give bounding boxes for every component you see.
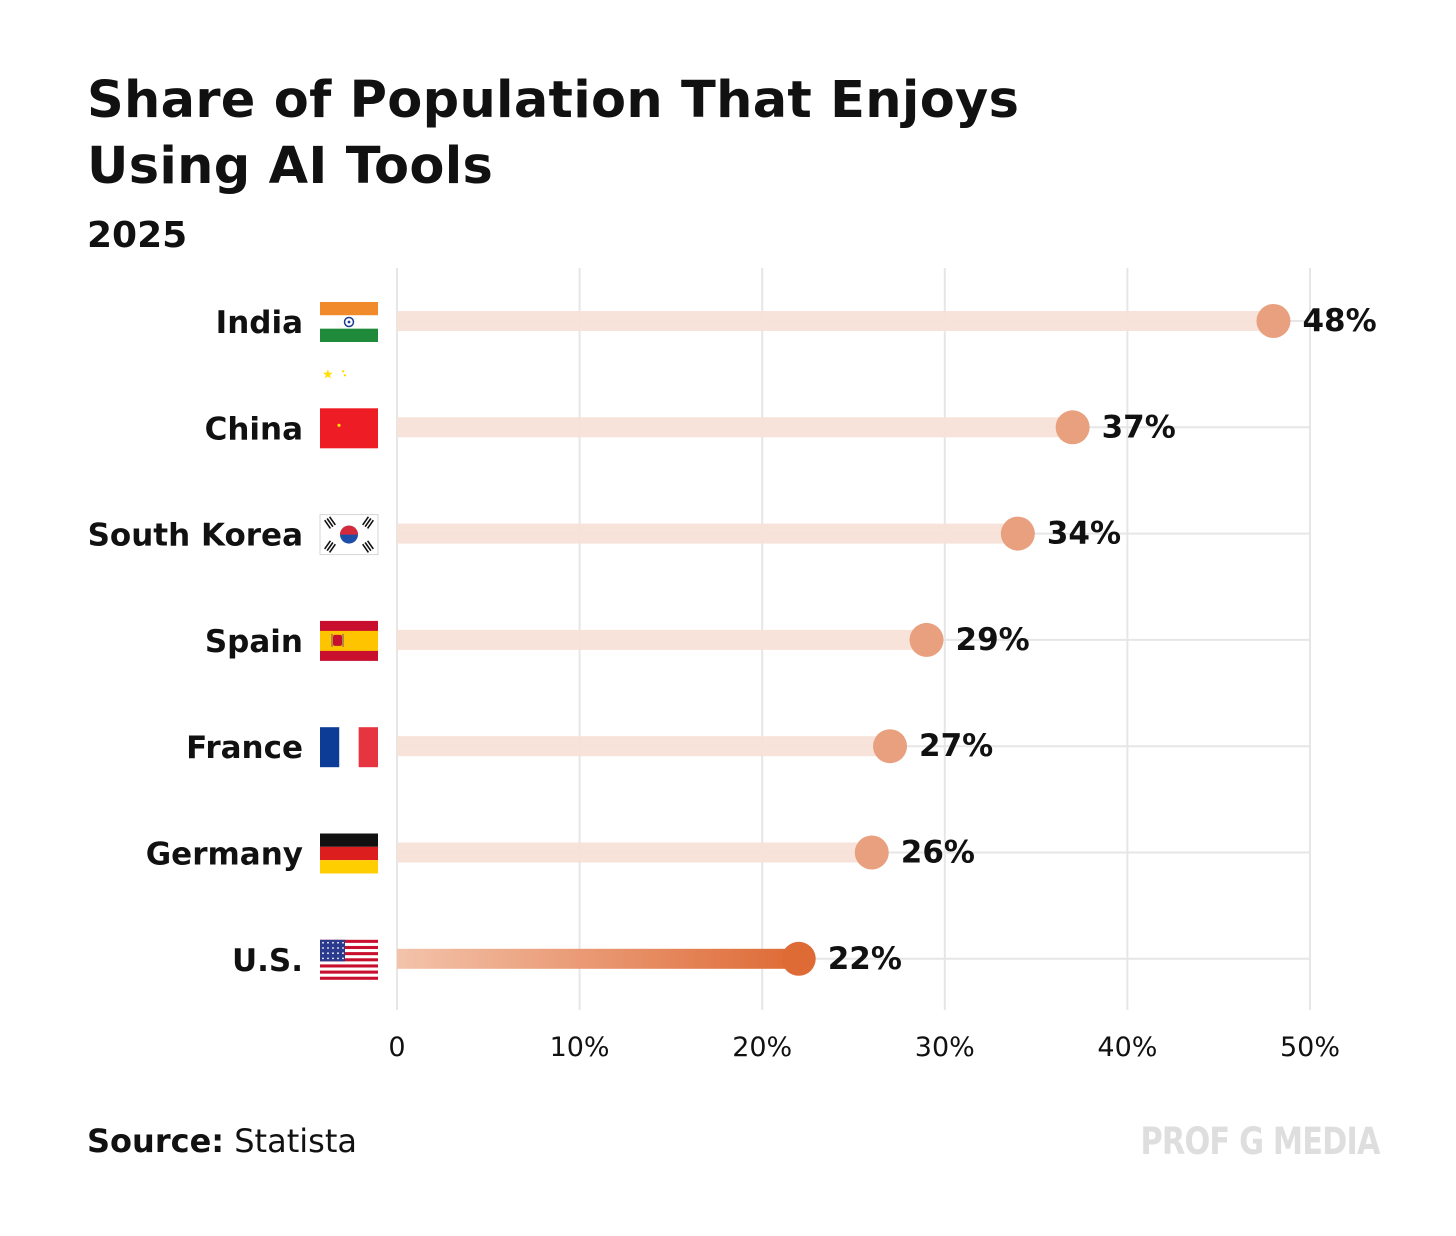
x-tick-label: 10% bbox=[550, 1032, 610, 1063]
data-label: 22% bbox=[828, 941, 902, 977]
brand-watermark: PROF G MEDIA bbox=[1140, 1120, 1381, 1163]
labels: 0 10% 20% 30% 40% 50% 48% India 37% China 34% South… bbox=[88, 303, 1377, 1063]
bar-end-dot bbox=[873, 729, 908, 764]
x-tick-label: 40% bbox=[1097, 1032, 1157, 1063]
data-label: 37% bbox=[1102, 409, 1176, 445]
source-value: Statista bbox=[234, 1122, 357, 1160]
bar-end-dot bbox=[1055, 410, 1090, 445]
india-flag bbox=[320, 302, 378, 342]
south-korea-flag bbox=[319, 514, 379, 556]
category-label: India bbox=[216, 305, 303, 341]
china-flag: ★ bbox=[320, 367, 378, 449]
bar bbox=[397, 311, 1274, 331]
category-label: Germany bbox=[146, 837, 303, 873]
germany-flag bbox=[320, 833, 378, 874]
source-label: Source: bbox=[87, 1122, 225, 1160]
bar bbox=[397, 629, 927, 650]
data-label: 29% bbox=[956, 622, 1030, 658]
category-label: U.S. bbox=[232, 943, 303, 979]
category-label: China bbox=[205, 411, 303, 447]
bar bbox=[397, 523, 1018, 544]
chart-title-line: Share of Population That Enjoys bbox=[87, 71, 1020, 130]
x-tick-label: 20% bbox=[732, 1032, 792, 1063]
bar bbox=[397, 842, 872, 863]
x-tick-label: 30% bbox=[915, 1032, 975, 1063]
x-tick-label: 50% bbox=[1280, 1032, 1340, 1063]
bar-end-dot bbox=[1256, 304, 1291, 338]
category-label: South Korea bbox=[88, 518, 303, 554]
data-label: 34% bbox=[1047, 516, 1121, 552]
chart-title: Share of Population That Enjoys Using AI… bbox=[87, 68, 1187, 200]
bar bbox=[397, 736, 891, 757]
bar-end-dot bbox=[1000, 516, 1035, 551]
chart-title-line: Using AI Tools bbox=[87, 137, 494, 196]
us-flag bbox=[320, 939, 378, 980]
france-flag bbox=[320, 727, 378, 768]
bar-end-dot bbox=[781, 941, 816, 976]
lollipop-chart: ★ 0 10% 20% 30% 40% 50% 48% India 37% China 34% Sou… bbox=[88, 268, 1377, 1063]
flags: ★ bbox=[319, 302, 379, 980]
chart-subtitle: 2025 bbox=[87, 215, 188, 256]
bar-end-dot bbox=[909, 622, 944, 657]
spain-flag bbox=[320, 620, 378, 661]
bar bbox=[397, 948, 799, 969]
source-note: Source: Statista bbox=[87, 1121, 357, 1161]
data-label: 26% bbox=[901, 835, 975, 871]
category-label: Spain bbox=[205, 624, 303, 660]
data-label: 48% bbox=[1302, 303, 1376, 339]
category-label: France bbox=[186, 730, 303, 766]
data-label: 27% bbox=[919, 728, 993, 764]
svg-text:★: ★ bbox=[322, 367, 334, 382]
x-tick-label: 0 bbox=[388, 1032, 405, 1063]
bar bbox=[397, 417, 1073, 438]
bars bbox=[397, 304, 1291, 976]
bar-end-dot bbox=[854, 835, 889, 870]
